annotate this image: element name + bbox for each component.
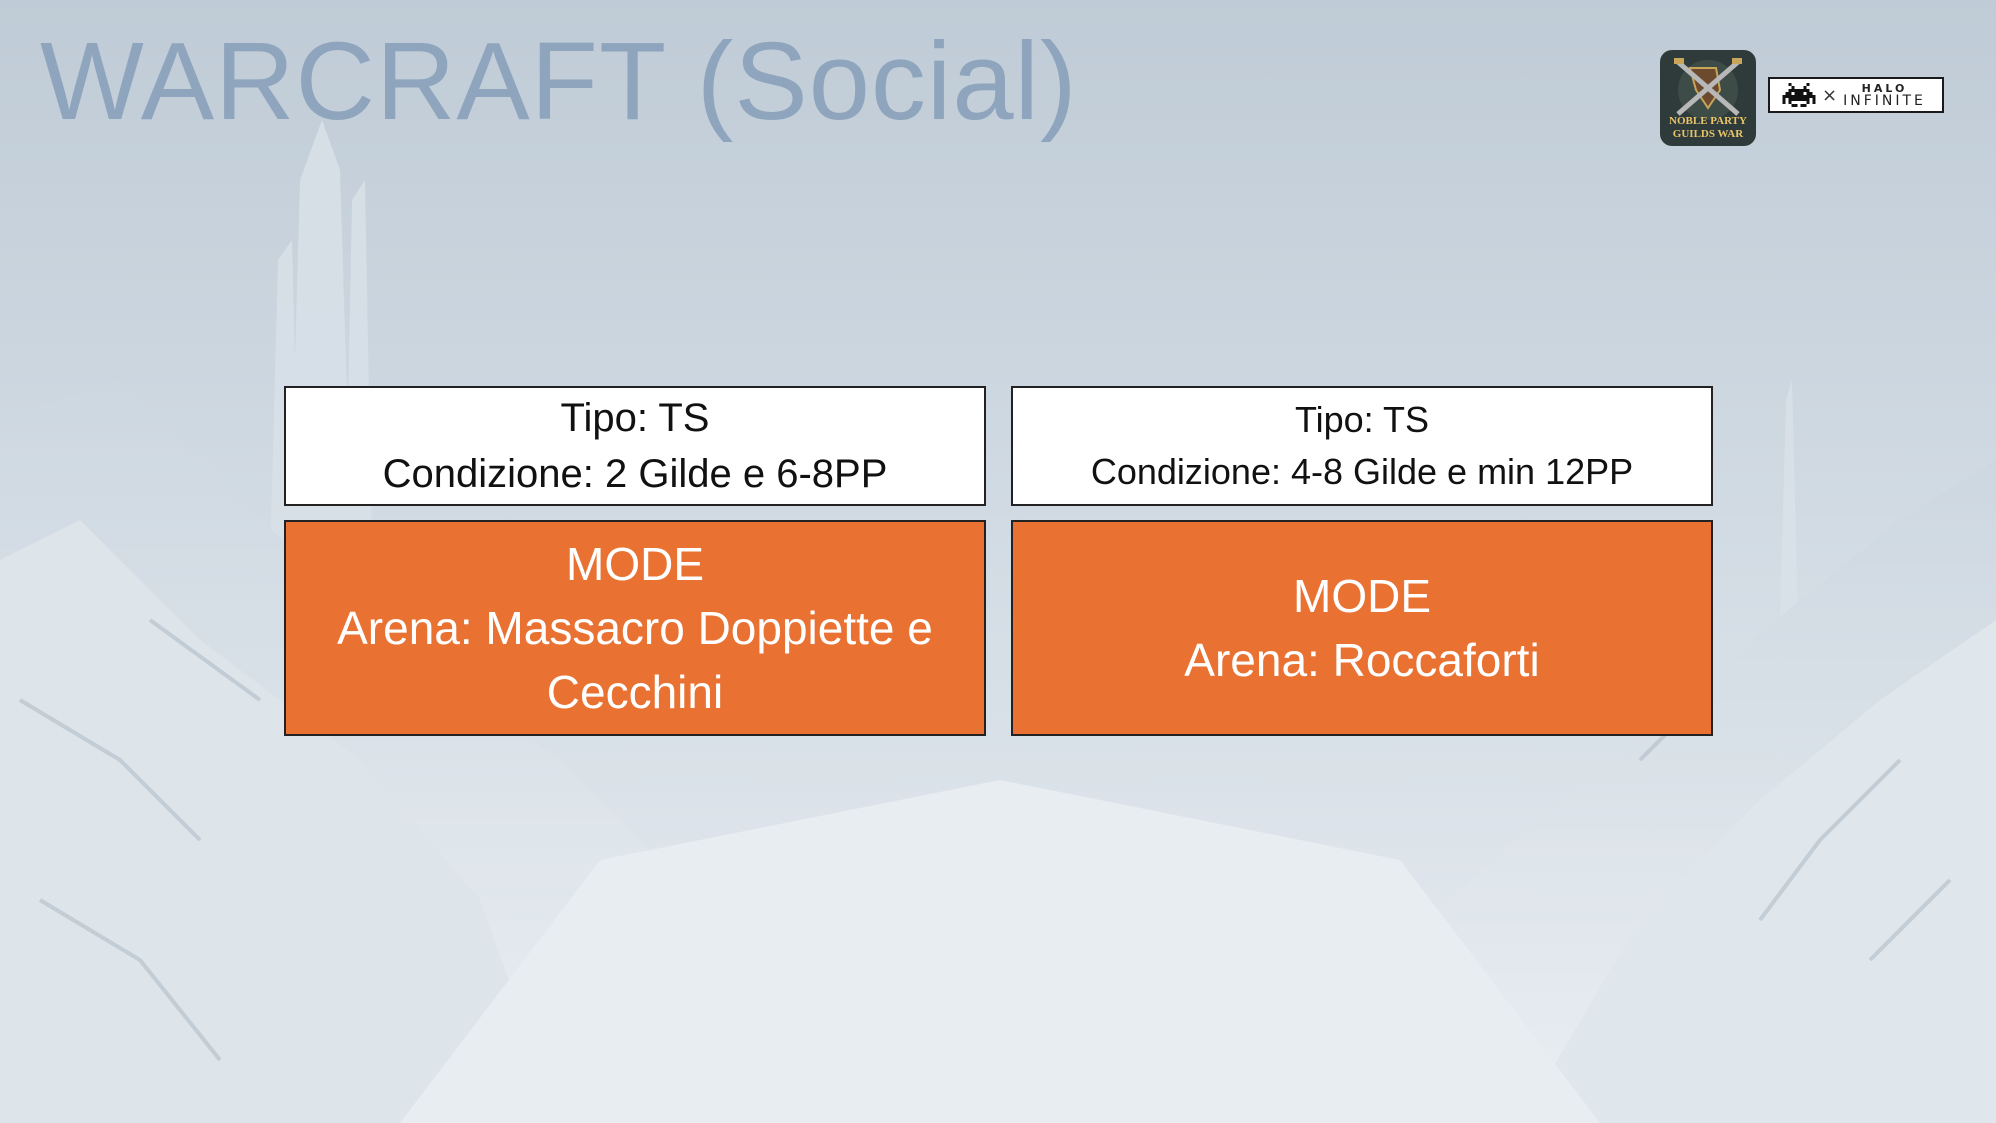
card-1-condition: Condizione: 2 Gilde e 6-8PP [382,452,888,496]
card-1-info: Tipo: TS Condizione: 2 Gilde e 6-8PP [284,386,986,506]
halo-infinite-logo: × HALO INFINITE [1768,77,1944,113]
card-1-mode: MODE Arena: Massacro Doppiette e Cecchin… [284,520,986,736]
card-1-type: Tipo: TS [560,396,710,440]
logo-separator: × [1822,84,1838,106]
slide-title: WARCRAFT (Social) [40,20,1078,143]
card-2-mode: MODE Arena: Roccaforti [1011,520,1713,736]
card-2-mode-heading: MODE [1293,570,1431,622]
card-1-mode-heading: MODE [566,538,704,590]
card-1-arena-line1: Arena: Massacro Doppiette e [337,602,933,654]
card-2-info: Tipo: TS Condizione: 4-8 Gilde e min 12P… [1011,386,1713,506]
halo-top-text: HALO [1861,81,1908,95]
card-2-type: Tipo: TS [1294,399,1430,440]
card-2-condition: Condizione: 4-8 Gilde e min 12PP [1090,451,1634,492]
card-2-arena-line1: Arena: Roccaforti [1184,634,1540,686]
halo-bottom-text: INFINITE [1843,92,1926,109]
noble-party-logo: NOBLE PARTY GUILDS WAR [1660,50,1756,146]
noble-party-line2: GUILDS WAR [1673,128,1744,140]
halo-wordmark: HALO INFINITE [1843,83,1926,108]
space-invader-icon [1782,83,1816,107]
crossed-swords-icon: NOBLE PARTY GUILDS WAR [1660,50,1756,146]
card-1-arena-line2: Cecchini [546,666,724,718]
noble-party-line1: NOBLE PARTY [1669,115,1747,127]
